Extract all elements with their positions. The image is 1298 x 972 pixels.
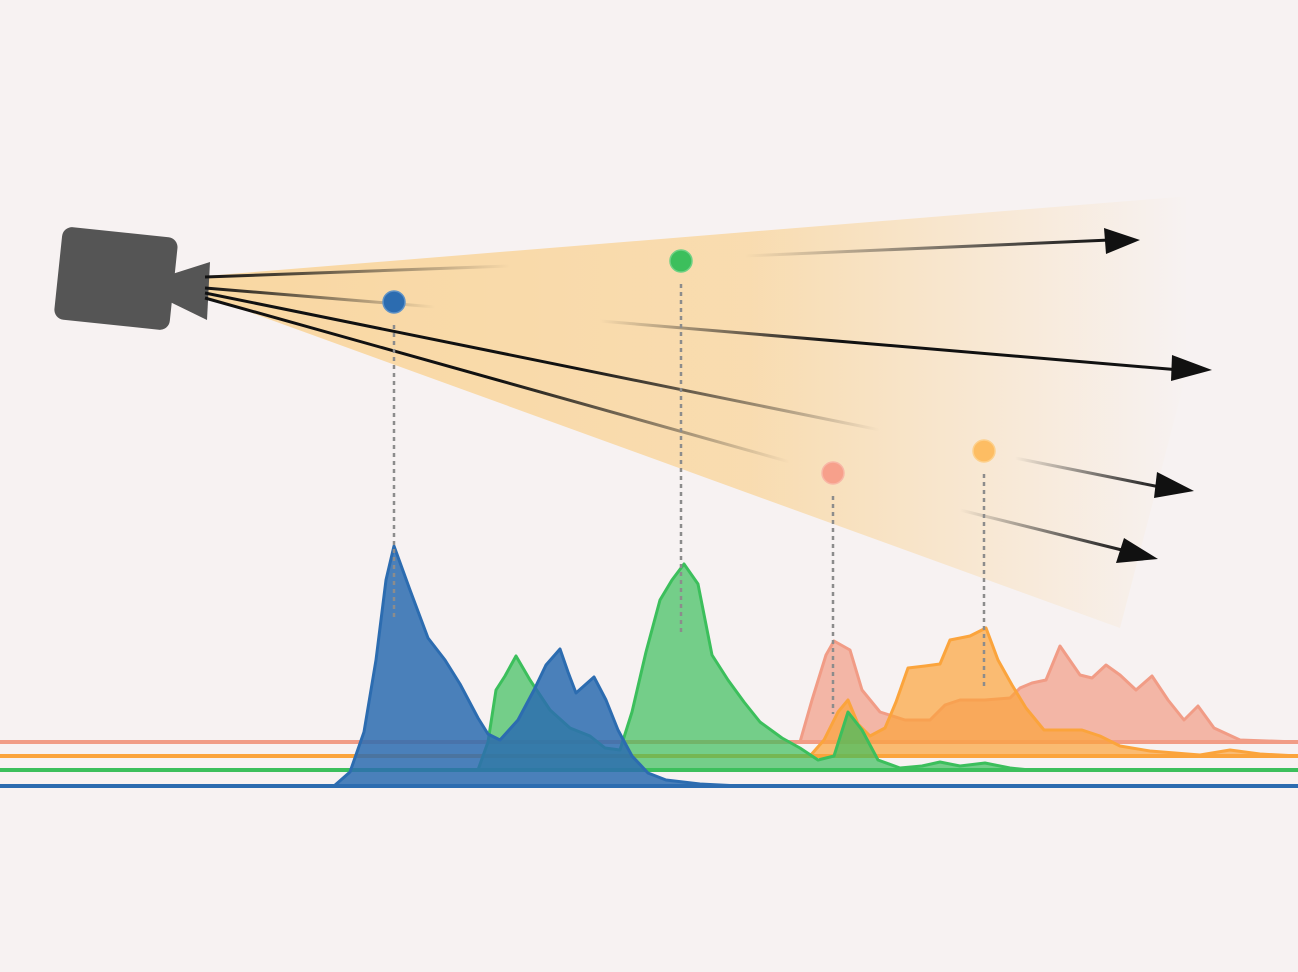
ray-3 [204, 291, 1194, 498]
arrow-head-icon [1116, 538, 1158, 563]
distribution-area-green [0, 562, 1298, 772]
arrow-head-icon [1154, 472, 1194, 498]
video-camera-icon [54, 227, 210, 330]
camera-frustum [205, 196, 1190, 628]
arrow-head-icon [1104, 228, 1140, 254]
distribution-blue [0, 544, 1298, 788]
distribution-area-orange [0, 626, 1298, 758]
sample-point-blue [382, 290, 406, 314]
sample-point-salmon [821, 461, 845, 485]
depth-distributions [0, 544, 1298, 788]
sample-guides [392, 284, 986, 714]
ray-4 [204, 296, 1158, 563]
ray-1 [204, 228, 1140, 279]
distribution-green [0, 562, 1298, 772]
arrow-head-icon [1171, 355, 1212, 381]
sample-point-green [669, 249, 693, 273]
sample-points [382, 249, 996, 485]
sample-point-orange [972, 439, 996, 463]
distribution-area-blue [0, 544, 1298, 788]
